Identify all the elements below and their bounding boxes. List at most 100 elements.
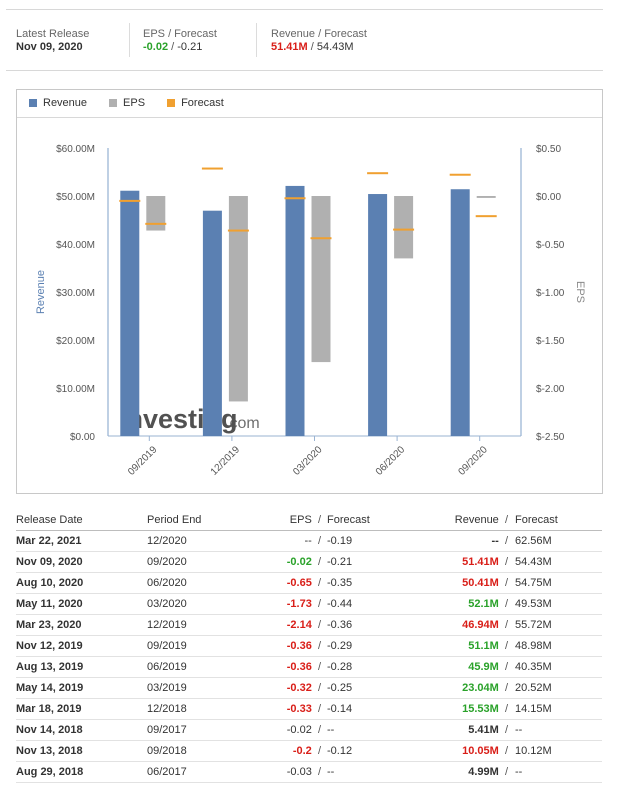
watermark-logo-suffix: .com — [225, 415, 260, 432]
slash: / — [504, 661, 508, 673]
legend-item-eps[interactable]: EPS — [109, 97, 145, 109]
slash: / — [317, 766, 321, 778]
chart-legend: Revenue EPS Forecast — [29, 96, 246, 110]
eps-forecast-cell: -0.14 — [327, 703, 353, 715]
summary-divider — [129, 23, 130, 57]
period-end-cell: 09/2018 — [147, 745, 187, 757]
slash: / — [504, 577, 508, 589]
revenue-actual-cell: 10.05M — [462, 745, 499, 757]
eps-bar — [146, 196, 166, 231]
revenue-bar — [285, 185, 305, 436]
revenue-forecast-marker — [284, 197, 306, 200]
left-tick-label: $0.00 — [70, 432, 95, 443]
table-row: May 11, 2020 03/2020 -1.73 / -0.44 52.1M / 49… — [16, 594, 602, 615]
eps-forecast-cell: -0.12 — [327, 745, 353, 757]
revenue-actual-cell: 23.04M — [462, 682, 499, 694]
revenue-forecast-cell: 62.56M — [515, 535, 552, 547]
revenue-forecast: 54.43M — [316, 41, 354, 53]
legend-divider — [17, 117, 602, 118]
eps-bar — [228, 196, 248, 402]
eps-forecast-cell: -0.21 — [327, 556, 353, 568]
summary-divider — [256, 23, 257, 57]
legend-swatch-forecast — [167, 99, 176, 107]
eps-summary: EPS / Forecast -0.02 / -0.21 — [143, 28, 217, 54]
table-row: Aug 10, 2020 06/2020 -0.65 / -0.35 50.41M / 5… — [16, 573, 602, 594]
revenue-actual-cell: 45.9M — [468, 661, 499, 673]
header-release-date[interactable]: Release Date — [16, 514, 83, 526]
revenue-summary-label: Revenue / Forecast — [271, 28, 367, 40]
revenue-actual-cell: 5.41M — [468, 724, 499, 736]
eps-forecast-cell: -0.28 — [327, 661, 353, 673]
table-row: Nov 14, 2018 09/2017 -0.02 / -- 5.41M / -- — [16, 720, 602, 741]
slash: / — [504, 682, 508, 694]
earnings-table: Release Date Period End EPS / Forecast R… — [16, 510, 602, 783]
revenue-bar — [450, 189, 470, 436]
header-period-end[interactable]: Period End — [147, 514, 202, 526]
table-row: Mar 18, 2019 12/2018 -0.33 / -0.14 15.53M / 1… — [16, 699, 602, 720]
right-tick-label: $-1.50 — [536, 336, 565, 347]
eps-forecast-marker — [145, 222, 167, 225]
revenue-actual-cell: 4.99M — [468, 766, 499, 778]
eps-actual-cell: -0.02 — [286, 724, 312, 736]
table-body: Mar 22, 2021 12/2020 -- / -0.19 -- / 62.56M No… — [16, 531, 602, 783]
release-date-cell: Nov 14, 2018 — [16, 724, 83, 736]
slash: / — [317, 556, 321, 568]
revenue-forecast-marker — [367, 172, 389, 175]
left-tick-label: $10.00M — [56, 384, 95, 395]
right-axis-title: EPS — [574, 281, 586, 303]
slash: / — [317, 577, 321, 589]
eps-forecast-cell: -0.36 — [327, 619, 353, 631]
table-row: May 14, 2019 03/2019 -0.32 / -0.25 23.04M / 2… — [16, 678, 602, 699]
left-axis-title: Revenue — [35, 270, 47, 314]
right-tick-label: $-2.50 — [536, 432, 565, 443]
header-revenue-forecast[interactable]: Forecast — [515, 514, 558, 526]
release-date-cell: Nov 13, 2018 — [16, 745, 83, 757]
slash: / — [504, 556, 508, 568]
header-eps-forecast[interactable]: Forecast — [327, 514, 370, 526]
slash: / — [504, 724, 508, 736]
period-end-cell: 09/2017 — [147, 724, 187, 736]
legend-swatch-eps — [109, 99, 118, 107]
revenue-forecast-cell: 55.72M — [515, 619, 552, 631]
legend-item-revenue[interactable]: Revenue — [29, 97, 87, 109]
revenue-actual-cell: 51.1M — [468, 640, 499, 652]
eps-actual-cell: -0.36 — [286, 661, 312, 673]
revenue-actual-cell: 51.41M — [462, 556, 499, 568]
eps-bar — [476, 196, 496, 198]
header-eps[interactable]: EPS — [289, 514, 312, 526]
eps-forecast-marker — [310, 237, 332, 240]
revenue-actual-cell: -- — [491, 535, 499, 547]
eps-bar — [311, 196, 331, 363]
period-end-cell: 03/2020 — [147, 598, 187, 610]
eps-actual-cell: -0.03 — [286, 766, 312, 778]
period-end-cell: 06/2019 — [147, 661, 187, 673]
top-divider — [6, 9, 603, 10]
header-revenue[interactable]: Revenue — [454, 514, 499, 526]
slash: / — [317, 619, 321, 631]
revenue-actual: 51.41M — [271, 41, 308, 53]
eps-forecast-cell: -- — [327, 766, 335, 778]
table-row: Mar 22, 2021 12/2020 -- / -0.19 -- / 62.56M — [16, 531, 602, 552]
revenue-forecast-cell: 54.43M — [515, 556, 552, 568]
x-tick-label: 03/2020 — [291, 444, 325, 478]
revenue-forecast-cell: 54.75M — [515, 577, 552, 589]
eps-actual-cell: -0.2 — [292, 745, 312, 757]
revenue-actual-cell: 52.1M — [468, 598, 499, 610]
table-row: Aug 29, 2018 06/2017 -0.03 / -- 4.99M / -- — [16, 762, 602, 783]
latest-release: Latest Release Nov 09, 2020 — [16, 28, 89, 54]
legend-item-forecast[interactable]: Forecast — [167, 97, 224, 109]
table-row: Nov 09, 2020 09/2020 -0.02 / -0.21 51.41M / 5… — [16, 552, 602, 573]
eps-actual-cell: -0.65 — [286, 577, 312, 589]
slash: / — [504, 640, 508, 652]
period-end-cell: 09/2020 — [147, 556, 187, 568]
latest-release-label: Latest Release — [16, 28, 90, 40]
revenue-forecast-cell: -- — [515, 766, 523, 778]
period-end-cell: 12/2020 — [147, 535, 187, 547]
eps-forecast-cell: -0.25 — [327, 682, 353, 694]
revenue-forecast-cell: 14.15M — [515, 703, 552, 715]
release-date-cell: May 14, 2019 — [16, 682, 84, 694]
slash: / — [317, 703, 321, 715]
eps-actual-cell: -- — [304, 535, 312, 547]
release-date-cell: Aug 10, 2020 — [16, 577, 84, 589]
slash: / — [317, 598, 321, 610]
